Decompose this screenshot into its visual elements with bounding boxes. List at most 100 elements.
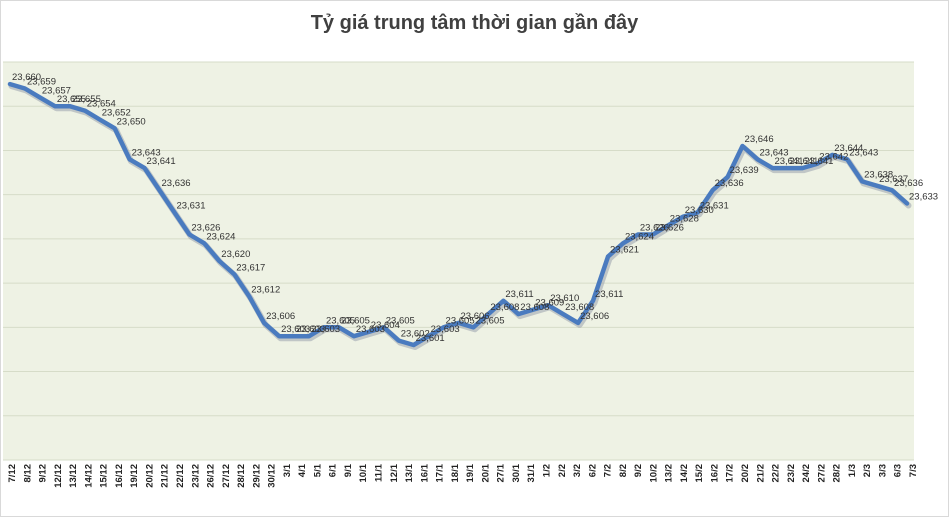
x-tick-label: 3/1: [282, 463, 293, 477]
x-tick-label: 21/12: [160, 464, 171, 488]
x-tick-label: 13/1: [404, 463, 415, 482]
data-label: 23,606: [266, 311, 295, 322]
x-tick-label: 3/3: [878, 464, 889, 477]
x-tick-label: 13/2: [664, 464, 675, 483]
data-label: 23,626: [655, 222, 684, 233]
plot-area: [3, 62, 914, 460]
x-tick-label: 5/1: [312, 463, 323, 477]
x-tick-label: 26/12: [206, 464, 217, 488]
x-tick-label: 20/2: [740, 464, 751, 483]
x-tick-label: 20/1: [480, 463, 491, 482]
data-label: 23,602: [401, 329, 430, 340]
x-tick-label: 28/12: [236, 464, 247, 488]
data-label: 23,601: [416, 333, 445, 344]
x-tick-label: 6/2: [587, 464, 598, 477]
data-labels: 23,66023,65923,65723,65523,65523,65423,6…: [12, 72, 938, 344]
data-label: 23,654: [87, 99, 116, 110]
data-label: 23,603: [356, 324, 385, 335]
data-label: 23,605: [326, 315, 355, 326]
x-tick-label: 27/1: [496, 463, 507, 482]
x-tick-label: 19/12: [129, 464, 140, 488]
data-label: 23,631: [176, 200, 205, 211]
data-label: 23,642: [819, 152, 848, 163]
data-label: 23,630: [685, 205, 714, 216]
x-tick-label: 23/12: [190, 464, 201, 488]
x-tick-label: 1/3: [847, 464, 858, 477]
x-tick-label: 17/1: [435, 463, 446, 482]
data-label: 23,609: [535, 298, 564, 309]
x-tick-label: 18/1: [450, 463, 461, 482]
x-tick-label: 12/12: [53, 464, 64, 488]
data-label: 23,641: [774, 156, 803, 167]
x-tick-label: 16/12: [114, 464, 125, 488]
data-label: 23,636: [894, 178, 923, 189]
data-label: 23,620: [221, 249, 250, 260]
data-label: 23,605: [475, 315, 504, 326]
data-label: 23,603: [311, 324, 340, 335]
x-tick-label: 30/1: [511, 463, 522, 482]
data-label: 23,603: [431, 324, 460, 335]
x-tick-label: 16/1: [419, 463, 430, 482]
data-label: 23,604: [371, 320, 400, 331]
series-line: [7, 81, 912, 350]
data-label: 23,655: [72, 94, 101, 105]
x-tick-label: 27/2: [816, 464, 827, 483]
x-tick-label: 13/12: [68, 464, 79, 488]
x-tick-label: 17/2: [725, 464, 736, 483]
x-tick-label: 4/1: [297, 463, 308, 477]
x-tick-label: 10/2: [648, 464, 659, 483]
data-label: 23,606: [461, 311, 490, 322]
x-tick-label: 9/12: [38, 464, 49, 483]
data-label: 23,641: [804, 156, 833, 167]
data-label: 23,621: [610, 245, 639, 256]
data-label: 23,655: [57, 94, 86, 105]
data-label: 23,603: [281, 324, 310, 335]
data-label: 23,657: [42, 85, 71, 96]
data-label: 23,637: [879, 174, 908, 185]
x-axis-ticks: 7/12 8/12 9/12 12/12 13/12 14/12 15/12 16/12 19/…: [7, 463, 919, 487]
x-tick-label: 1/2: [542, 464, 553, 477]
data-label: 23,624: [206, 231, 235, 242]
data-label: 23,617: [236, 262, 265, 273]
x-tick-label: 7/2: [603, 464, 614, 477]
data-label: 23,652: [102, 107, 131, 118]
data-label: 23,610: [550, 293, 579, 304]
data-label: 23,644: [834, 143, 863, 154]
data-label: 23,605: [341, 315, 370, 326]
x-tick-label: 22/2: [771, 464, 782, 483]
x-tick-label: 20/12: [144, 464, 155, 488]
data-label: 23,646: [745, 134, 774, 145]
x-tick-label: 2/3: [862, 464, 873, 477]
data-label: 23,611: [595, 289, 623, 300]
data-label: 23,636: [715, 178, 744, 189]
x-tick-label: 9/2: [633, 464, 644, 477]
x-tick-label: 30/12: [267, 464, 278, 488]
data-label: 23,608: [565, 302, 594, 313]
x-tick-label: 28/2: [832, 464, 843, 483]
data-label: 23,626: [640, 222, 669, 233]
x-tick-label: 12/1: [389, 463, 400, 482]
x-tick-label: 22/12: [175, 464, 186, 488]
x-tick-label: 8/12: [22, 464, 33, 483]
x-tick-label: 14/2: [679, 464, 690, 483]
data-label: 23,603: [296, 324, 325, 335]
x-tick-label: 2/2: [557, 464, 568, 477]
data-label: 23,660: [12, 72, 41, 83]
data-label: 23,639: [730, 165, 759, 176]
data-label: 23,631: [700, 200, 729, 211]
data-label: 23,605: [386, 315, 415, 326]
x-tick-label: 11/1: [374, 463, 385, 482]
x-tick-label: 24/2: [801, 464, 812, 483]
data-label: 23,636: [162, 178, 191, 189]
x-tick-label: 6/3: [893, 464, 904, 477]
x-tick-label: 23/2: [786, 464, 797, 483]
data-label: 23,641: [789, 156, 818, 167]
data-label: 23,626: [191, 222, 220, 233]
x-tick-label: 21/2: [755, 464, 766, 483]
data-label: 23,643: [849, 147, 878, 158]
x-tick-label: 19/1: [465, 463, 476, 482]
data-label: 23,643: [132, 147, 161, 158]
data-label: 23,650: [117, 116, 146, 127]
data-label: 23,638: [864, 169, 893, 180]
x-tick-label: 15/12: [99, 464, 110, 488]
